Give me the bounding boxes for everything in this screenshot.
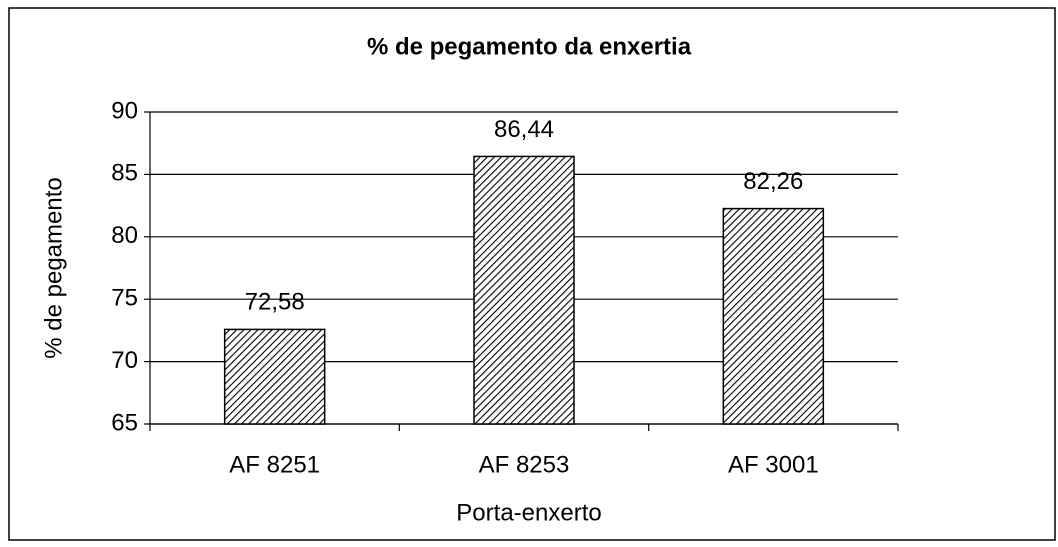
chart-title: % de pegamento da enxertia	[367, 33, 692, 60]
y-tick-label: 65	[111, 409, 138, 436]
y-axis-title: % de pegamento	[40, 177, 67, 358]
y-tick-label: 75	[111, 285, 138, 312]
bar	[473, 155, 575, 425]
bar	[722, 207, 825, 425]
x-tick-label: AF 3001	[728, 451, 819, 478]
x-tick-label: AF 8251	[229, 451, 320, 478]
chart-frame	[8, 7, 1056, 541]
data-label: 72,58	[245, 289, 305, 316]
x-tick-label: AF 8253	[479, 451, 570, 478]
data-label: 86,44	[494, 116, 554, 143]
y-tick-label: 70	[111, 347, 138, 374]
y-tick-label: 90	[111, 97, 138, 124]
y-tick-label: 80	[111, 222, 138, 249]
y-tick-label: 85	[111, 160, 138, 187]
data-label: 82,26	[743, 168, 803, 195]
x-axis-title: Porta-enxerto	[456, 499, 601, 526]
bar	[223, 328, 326, 425]
